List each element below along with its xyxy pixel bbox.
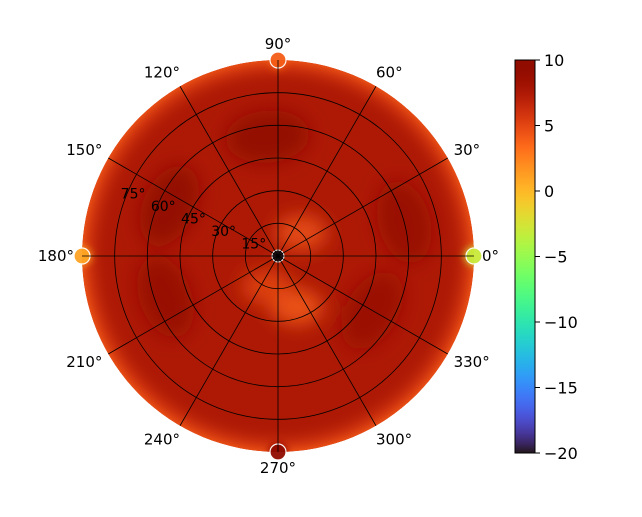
angular-tick-label: 330° [454, 353, 490, 371]
radial-tick-label: 15° [241, 236, 266, 252]
colorbar-tick-label: 10 [544, 51, 564, 70]
colorbar-gradient [515, 60, 535, 453]
angular-tick-label: 240° [144, 431, 180, 449]
angular-tick-label: 180° [38, 247, 74, 265]
radial-tick-label: 60° [151, 199, 176, 215]
angular-tick-label: 60° [376, 63, 403, 81]
radial-tick-label: 75° [121, 186, 146, 202]
radial-tick-label: 45° [181, 211, 206, 227]
angular-tick-label: 90° [265, 35, 292, 53]
colorbar-tick-label: 0 [544, 182, 554, 201]
angular-tick-label: 210° [66, 353, 102, 371]
angular-tick-label: 120° [144, 63, 180, 81]
colorbar: 10 5 0 −5 −10 −15 −20 [515, 51, 578, 463]
angular-tick-label: 150° [66, 141, 102, 159]
angular-tick-label: 270° [260, 459, 296, 477]
radial-tick-label: 30° [211, 224, 236, 240]
angular-tick-label: 300° [376, 431, 412, 449]
colorbar-tick-label: −5 [544, 248, 568, 267]
colorbar-tick-label: −10 [544, 313, 578, 332]
colorbar-tick-label: −15 [544, 379, 578, 398]
colorbar-tick-label: 5 [544, 117, 554, 136]
angular-tick-label: 0° [482, 247, 499, 265]
colorbar-tick-label: −20 [544, 444, 578, 463]
angular-tick-label: 30° [454, 141, 481, 159]
